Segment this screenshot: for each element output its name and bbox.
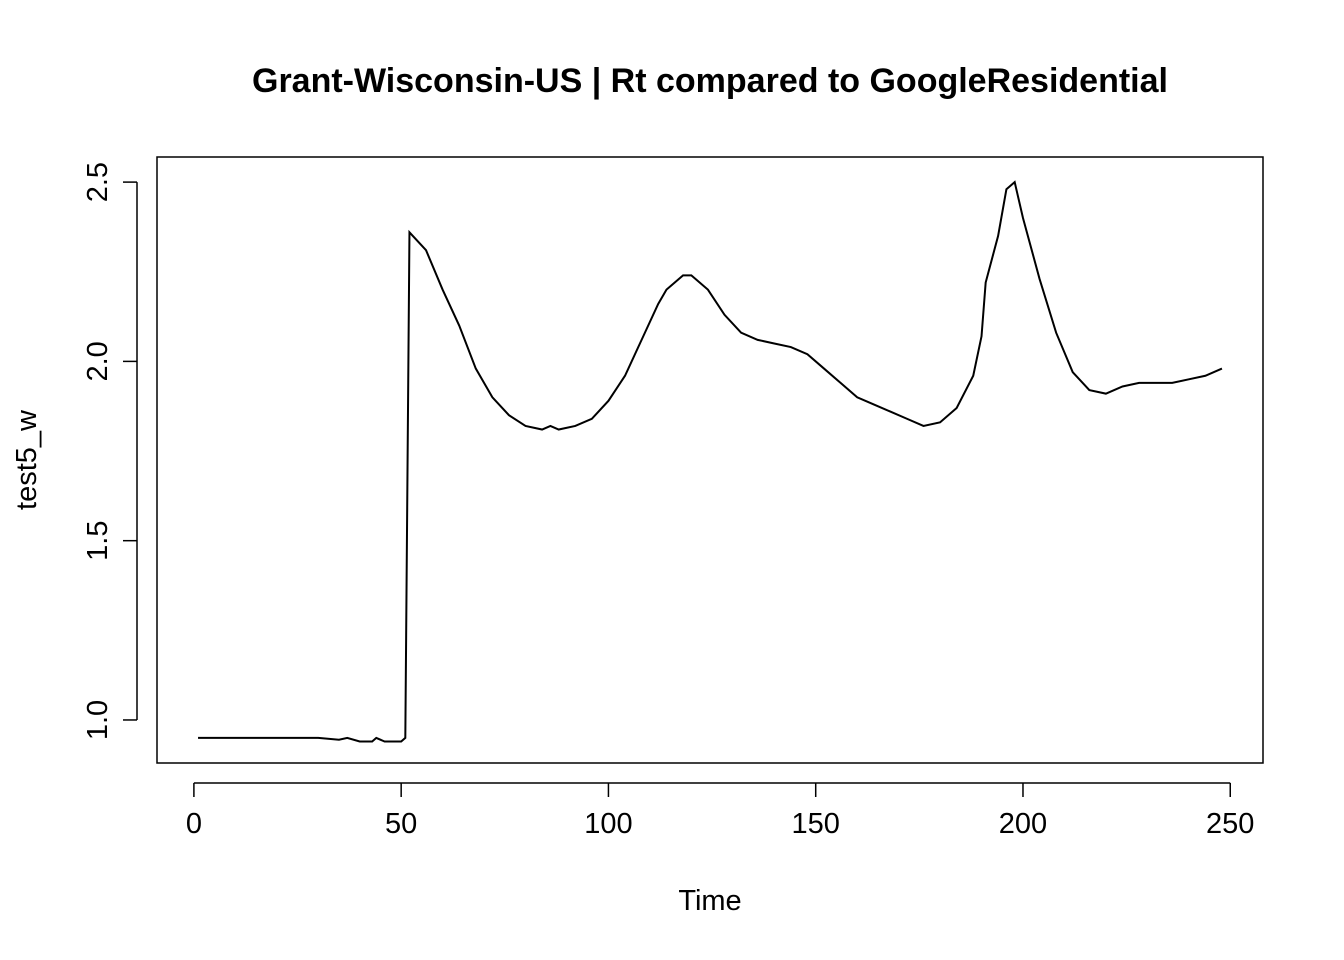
y-tick-label: 2.5 xyxy=(82,162,114,202)
y-tick-label: 1.5 xyxy=(82,521,114,561)
y-tick-label: 1.0 xyxy=(82,700,114,740)
x-axis-label: Time xyxy=(678,885,741,917)
x-tick-label: 0 xyxy=(186,808,202,840)
x-tick-label: 250 xyxy=(1206,808,1254,840)
chart-title: Grant-Wisconsin-US | Rt compared to Goog… xyxy=(252,62,1168,100)
x-tick-label: 50 xyxy=(385,808,417,840)
x-tick-label: 150 xyxy=(792,808,840,840)
plot-box xyxy=(156,156,1264,764)
y-tick-label: 2.0 xyxy=(82,341,114,381)
x-tick-label: 100 xyxy=(584,808,632,840)
data-line xyxy=(198,180,1223,743)
y-axis-label: test5_w xyxy=(11,409,43,510)
x-tick-label: 200 xyxy=(999,808,1047,840)
